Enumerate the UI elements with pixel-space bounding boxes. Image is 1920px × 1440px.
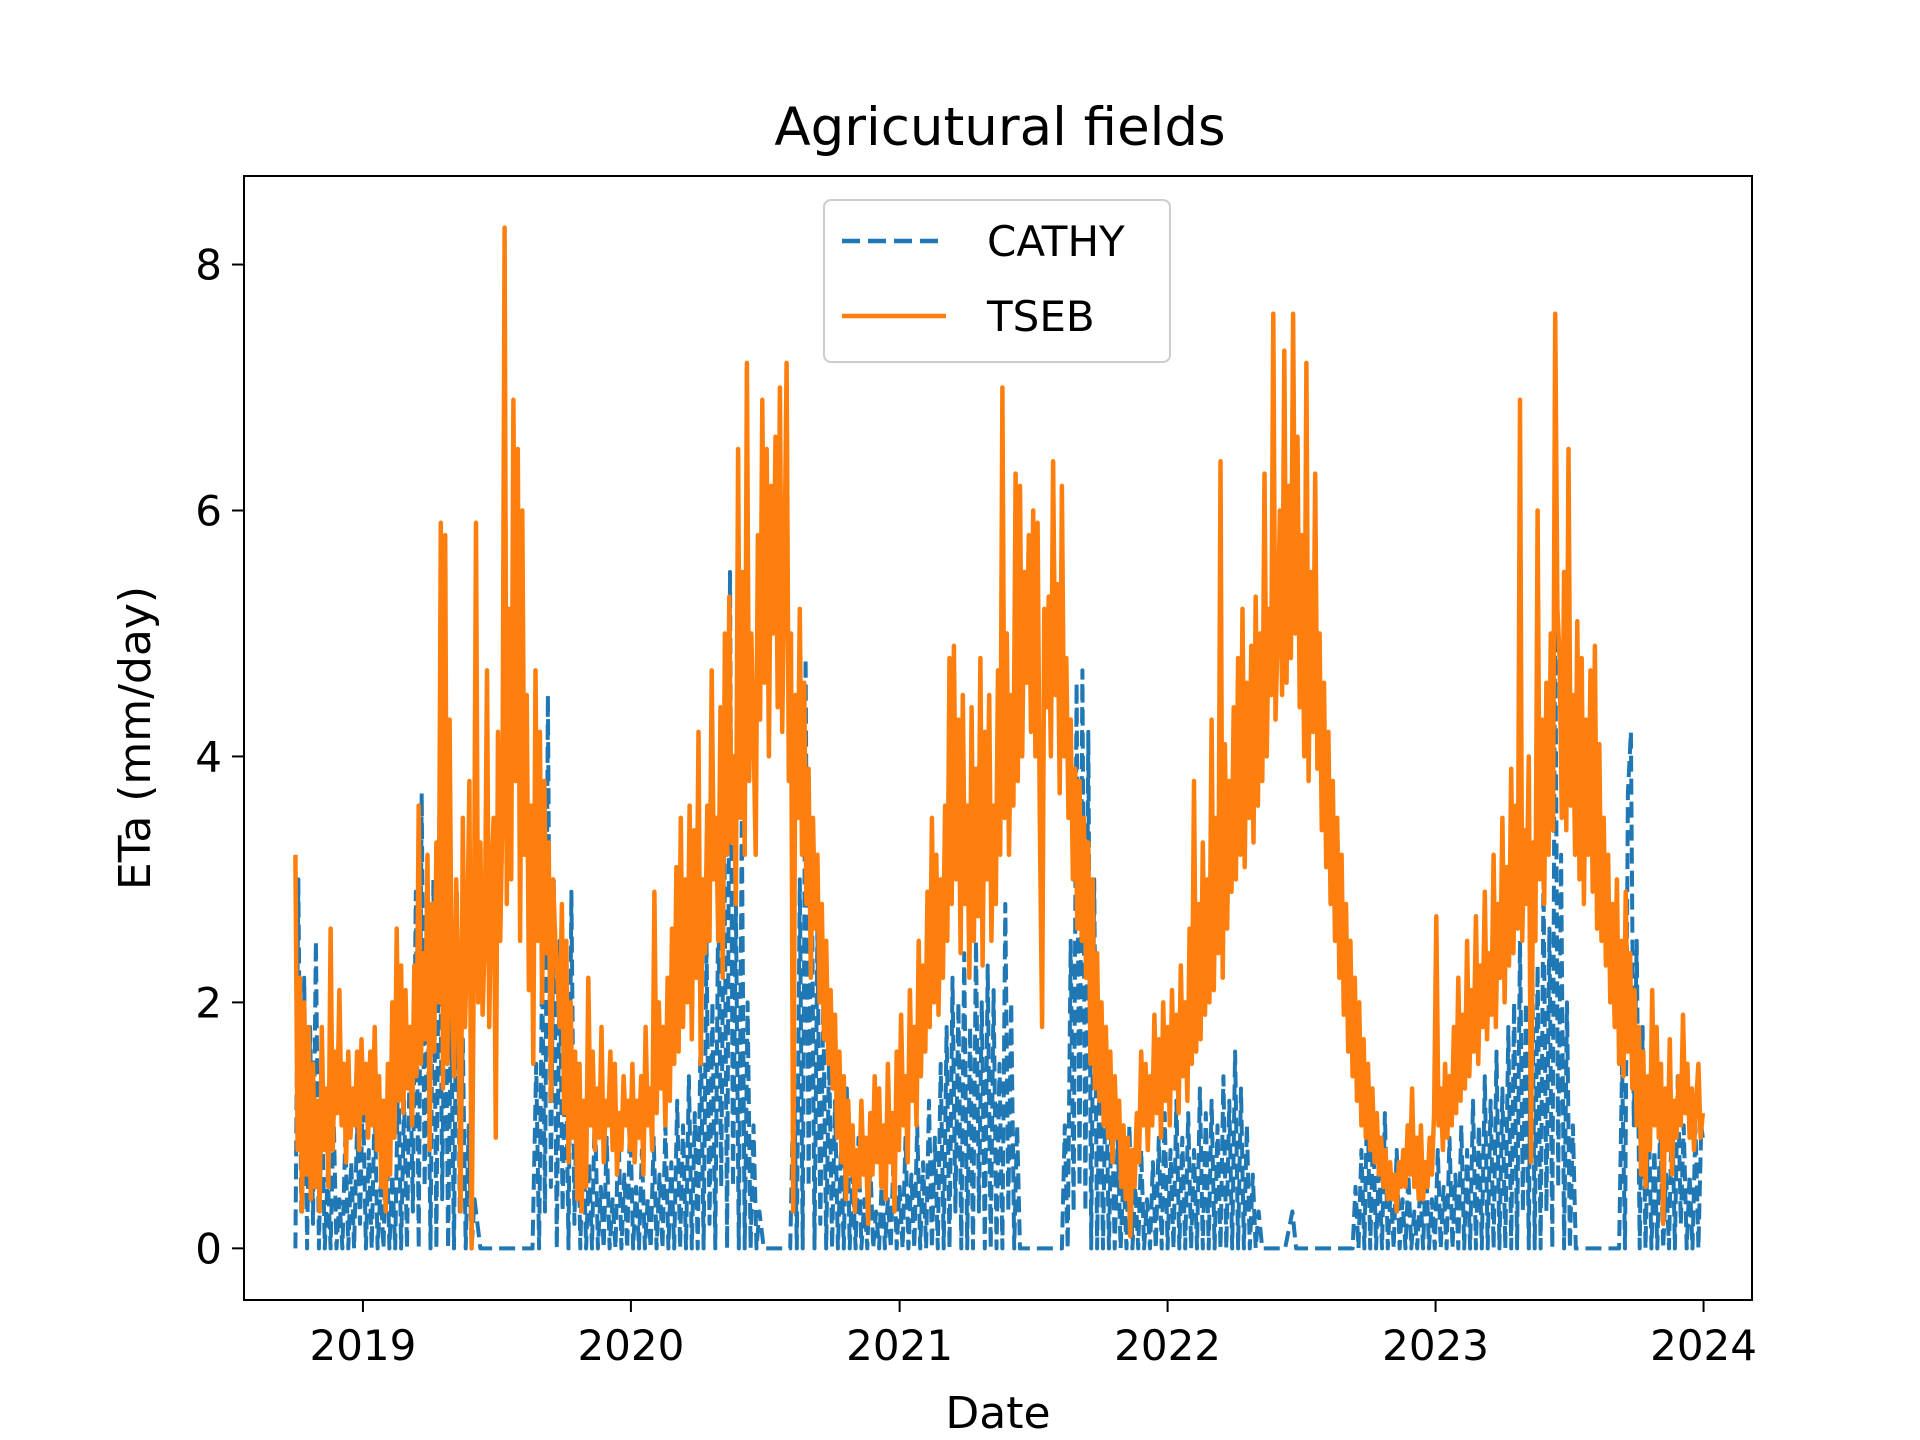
- y-axis-title: ETa (mm/day): [110, 586, 161, 890]
- x-tick-label: 2023: [1382, 1321, 1489, 1370]
- chart-title: Agricutural fields: [774, 97, 1225, 158]
- legend-label-tseb: TSEB: [986, 292, 1095, 341]
- y-tick-label: 6: [195, 486, 222, 535]
- x-tick-label: 2021: [846, 1321, 953, 1370]
- x-tick-label: 2022: [1114, 1321, 1221, 1370]
- series-line-cathy: [293, 570, 1705, 1251]
- y-tick-label: 0: [195, 1224, 222, 1273]
- series-layer: [293, 225, 1706, 1251]
- plot-frame: [243, 175, 1753, 1301]
- x-axis-title: Date: [945, 1388, 1050, 1439]
- x-tick-label: 2024: [1650, 1321, 1757, 1370]
- x-tick-label: 2020: [577, 1321, 684, 1370]
- y-axis: 0 2 4 6 8: [195, 241, 244, 1273]
- series-line-tseb: [293, 225, 1706, 1251]
- y-tick-label: 8: [195, 241, 222, 290]
- x-axis: 2019 2020 2021 2022 2023 2024: [309, 1300, 1757, 1370]
- y-tick-label: 4: [195, 732, 222, 781]
- y-tick-label: 2: [195, 978, 222, 1027]
- x-tick-label: 2019: [309, 1321, 416, 1370]
- legend-label-cathy: CATHY: [987, 217, 1125, 266]
- legend: CATHY TSEB: [823, 199, 1171, 363]
